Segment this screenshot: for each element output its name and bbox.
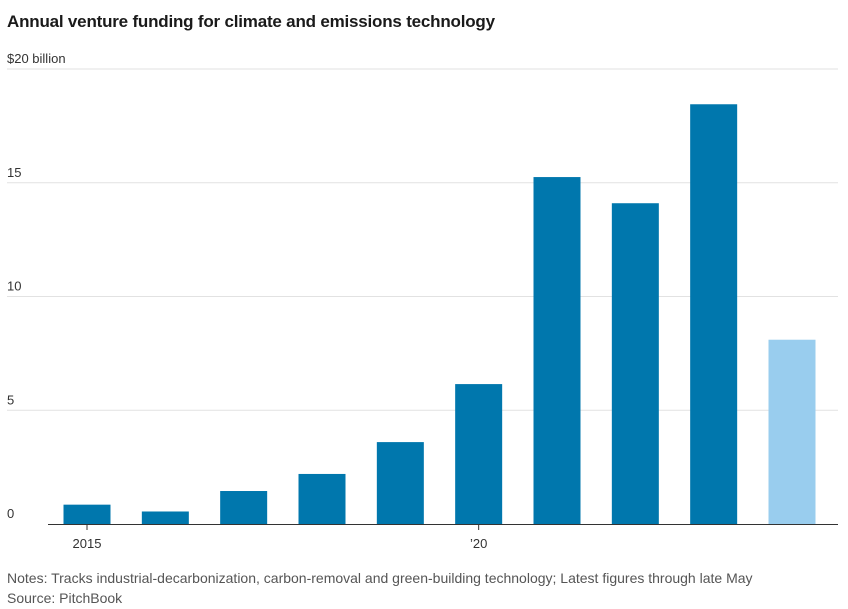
- bar-2021: [533, 177, 581, 524]
- bar-2016: [141, 511, 189, 524]
- chart-source: Source: PitchBook: [7, 590, 123, 606]
- y-tick-label-15: 15: [7, 165, 21, 180]
- bar-2019: [376, 442, 424, 524]
- bar-2020: [455, 384, 503, 524]
- bars: [63, 104, 816, 524]
- bar-2022: [611, 203, 659, 524]
- x-axis: [48, 524, 838, 530]
- y-tick-label-0: 0: [7, 506, 14, 521]
- y-tick-label-20: $20 billion: [7, 51, 66, 66]
- y-tick-label-5: 5: [7, 392, 14, 407]
- bar-2015: [63, 504, 111, 524]
- bar-2017: [220, 491, 268, 524]
- bar-chart: 0 5 10 15 $20 billion 2015 ’20: [7, 51, 838, 551]
- x-tick-label-’20: ’20: [470, 536, 487, 551]
- y-axis-labels: 0 5 10 15 $20 billion: [7, 51, 66, 521]
- x-axis-labels: 2015 ’20: [73, 536, 488, 551]
- chart-title: Annual venture funding for climate and e…: [7, 12, 495, 31]
- chart-notes: Notes: Tracks industrial-decarbonization…: [7, 570, 753, 586]
- bar-2018: [298, 473, 346, 524]
- y-tick-label-10: 10: [7, 279, 21, 294]
- bar-2023: [690, 104, 738, 524]
- bar-2024: [768, 339, 816, 524]
- x-tick-label-2015: 2015: [73, 536, 102, 551]
